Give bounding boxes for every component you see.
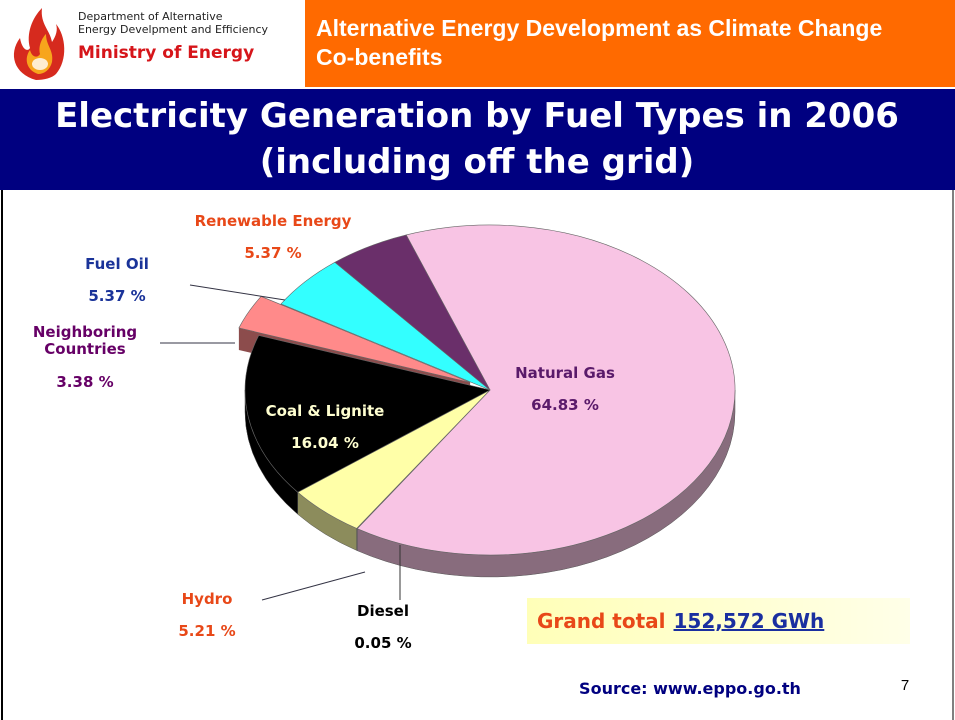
category-label: Fuel Oil: [85, 255, 149, 273]
source: Source: www.eppo.go.th: [579, 679, 801, 698]
org-line: Department of Alternative: [78, 10, 223, 23]
slice: [244, 335, 491, 493]
value-label: 5.37 %: [88, 287, 146, 305]
leader-line: [261, 571, 366, 601]
grand-total-label: Grand total: [537, 609, 666, 633]
title-band: [0, 89, 955, 190]
category-label: Hydro: [181, 590, 233, 608]
value-label: 64.83 %: [531, 396, 599, 414]
banner: [305, 0, 955, 87]
category-label: Neighboring Countries: [32, 323, 138, 358]
banner-text: Alternative Energy Development as Climat…: [316, 15, 883, 70]
slice: [334, 234, 491, 391]
page-number: 7: [901, 677, 909, 694]
category-label: Diesel: [356, 602, 410, 620]
category-label: Coal & Lignite: [265, 402, 385, 420]
category-label: Natural Gas: [515, 364, 615, 382]
value-label: 16.04 %: [291, 434, 359, 452]
chart-subtitle: (including off the grid): [260, 142, 695, 182]
leader-line: [189, 284, 286, 301]
org: Department of Alternative Energy Develpm…: [78, 10, 268, 36]
value-label: 3.38 %: [56, 373, 114, 391]
value-label: 5.21 %: [178, 622, 236, 640]
grand-total-value: 152,572 GWh: [674, 609, 825, 633]
grand-total: Grand total 152,572 GWh: [537, 609, 824, 633]
pie: [238, 224, 736, 578]
category-label: Renewable Energy: [194, 212, 352, 230]
total-box: [527, 598, 910, 644]
slice: [356, 224, 736, 556]
logo: [13, 8, 65, 80]
org-line: Energy Develpment and Efficiency: [78, 23, 269, 36]
chart-title: Electricity Generation by Fuel Types in …: [55, 96, 899, 136]
value-label: 5.37 %: [244, 244, 302, 262]
value-label: 0.05 %: [354, 634, 412, 652]
ministry: Ministry of Energy: [78, 43, 255, 63]
